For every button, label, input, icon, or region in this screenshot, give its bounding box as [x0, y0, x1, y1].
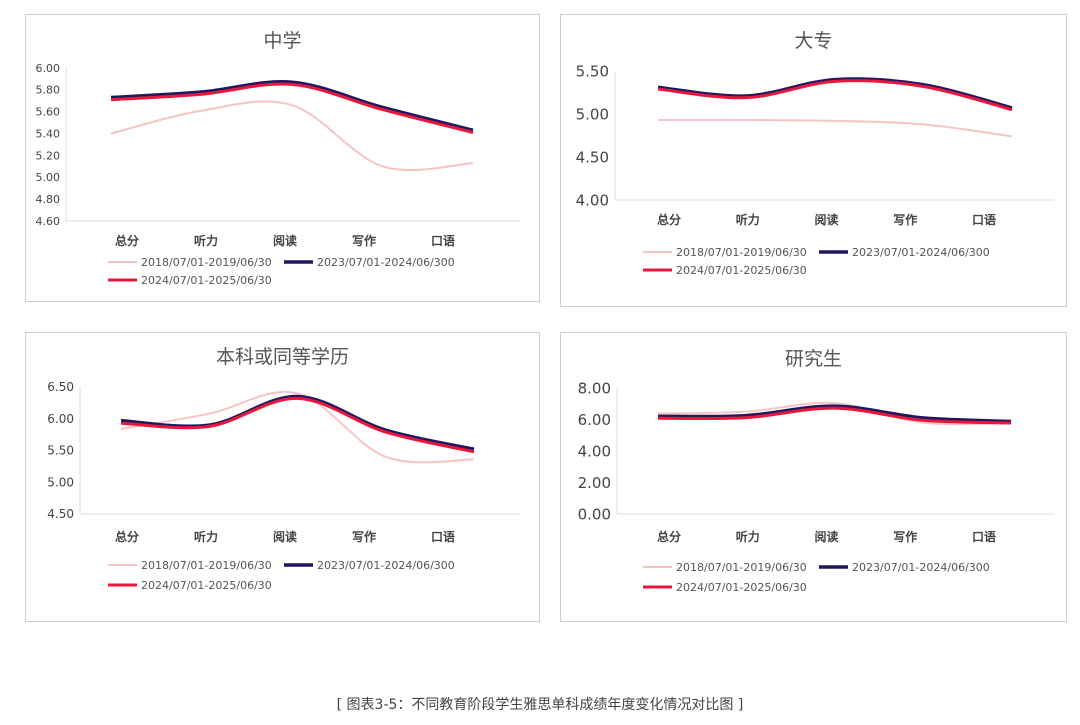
- y-tick-label: 6.00: [36, 62, 61, 75]
- y-tick-label: 6.00: [578, 411, 611, 429]
- x-tick-label: 阅读: [814, 529, 838, 544]
- legend-label: 2024/07/01-2025/06/30: [141, 274, 272, 287]
- line-chart: 大专 5.50 5.00 4.50 4.00 总分 听力 阅读 写作 口语 2018/07/01-2…: [576, 30, 1054, 277]
- legend-label: 2018/07/01-2019/06/30: [141, 559, 272, 572]
- legend-label: 2018/07/01-2019/06/30: [141, 256, 272, 269]
- y-tick-label: 4.00: [576, 191, 609, 209]
- chart-title: 研究生: [785, 348, 842, 370]
- chart-title: 中学: [263, 30, 301, 52]
- x-tick-label: 听力: [736, 212, 760, 227]
- series-line-3: [657, 79, 1013, 112]
- y-tick-label: 4.50: [576, 148, 609, 166]
- series-line-3: [120, 396, 475, 454]
- y-tick-label: 4.60: [36, 215, 61, 228]
- x-tick-label: 口语: [431, 529, 455, 544]
- figure-caption: [ 图表3-5：不同教育阶段学生雅思单科成绩年度变化情况对比图 ]: [336, 697, 744, 713]
- x-tick-label: 听力: [194, 529, 218, 544]
- legend-label: 2024/07/01-2025/06/30: [141, 579, 272, 592]
- x-tick-label: 口语: [431, 233, 455, 248]
- chart-title: 大专: [794, 30, 832, 52]
- y-tick-label: 4.00: [578, 442, 611, 460]
- series-line-3: [657, 406, 1012, 425]
- series-line-1: [110, 100, 474, 172]
- y-tick-label: 5.50: [576, 62, 609, 80]
- x-tick-label: 阅读: [273, 529, 297, 544]
- x-tick-label: 写作: [352, 529, 376, 544]
- legend-label: 2018/07/01-2019/06/30: [676, 561, 807, 574]
- y-tick-label: 5.00: [576, 105, 609, 123]
- line-chart: 中学 6.00 5.80 5.60 5.40 5.20 5.00 4.80 4.60 总分 听力 阅读…: [36, 30, 521, 287]
- x-tick-label: 总分: [657, 529, 681, 544]
- legend-label: 2023/07/01-2024/06/300: [317, 256, 455, 269]
- chart-panel-middle-school: 中学 6.00 5.80 5.60 5.40 5.20 5.00 4.80 4.60 总分 听力 阅读…: [25, 14, 540, 302]
- y-tick-label: 6.00: [47, 412, 74, 426]
- series-line-2: [657, 404, 1012, 424]
- series-line-1: [657, 401, 1012, 426]
- y-tick-label: 4.80: [36, 193, 61, 206]
- x-tick-label: 口语: [972, 212, 996, 227]
- chart-panel-postgraduate: 研究生 8.00 6.00 4.00 2.00 0.00 总分 听力 阅读 写作 口语 2018/07…: [560, 332, 1067, 622]
- y-tick-label: 5.00: [47, 475, 74, 489]
- y-tick-label: 2.00: [578, 474, 611, 492]
- y-tick-label: 6.50: [47, 380, 74, 394]
- y-tick-label: 5.40: [36, 127, 61, 140]
- y-tick-label: 8.00: [578, 379, 611, 397]
- y-tick-label: 5.50: [47, 444, 74, 458]
- legend-label: 2024/07/01-2025/06/30: [676, 581, 807, 594]
- y-tick-label: 5.20: [36, 149, 61, 162]
- line-chart: 本科或同等学历 6.50 6.00 5.50 5.00 4.50 总分 听力 阅读 写作 口语 201…: [47, 346, 521, 592]
- x-tick-label: 写作: [893, 529, 917, 544]
- x-tick-label: 听力: [736, 529, 760, 544]
- y-tick-label: 5.80: [36, 84, 61, 97]
- legend-label: 2023/07/01-2024/06/300: [852, 246, 990, 259]
- y-tick-label: 4.50: [47, 507, 74, 521]
- series-line-3: [110, 82, 474, 134]
- x-tick-label: 听力: [194, 233, 218, 248]
- legend-label: 2023/07/01-2024/06/300: [852, 561, 990, 574]
- chart-panel-bachelor: 本科或同等学历 6.50 6.00 5.50 5.00 4.50 总分 听力 阅读 写作 口语 201…: [25, 332, 540, 622]
- x-tick-label: 写作: [893, 212, 917, 227]
- x-tick-label: 总分: [115, 529, 139, 544]
- x-tick-label: 阅读: [273, 233, 297, 248]
- legend-label: 2018/07/01-2019/06/30: [676, 246, 807, 259]
- series-line-1: [657, 118, 1013, 138]
- chart-title: 本科或同等学历: [216, 346, 349, 368]
- y-tick-label: 5.00: [36, 171, 61, 184]
- x-tick-label: 总分: [115, 233, 139, 248]
- y-tick-label: 0.00: [578, 505, 611, 523]
- x-tick-label: 写作: [352, 233, 376, 248]
- line-chart: 研究生 8.00 6.00 4.00 2.00 0.00 总分 听力 阅读 写作 口语 2018/07…: [578, 348, 1054, 594]
- x-tick-label: 阅读: [814, 212, 838, 227]
- y-tick-label: 5.60: [36, 106, 61, 119]
- x-tick-label: 总分: [657, 212, 681, 227]
- legend-label: 2023/07/01-2024/06/300: [317, 559, 455, 572]
- series-line-1: [120, 391, 475, 464]
- chart-panel-junior-college: 大专 5.50 5.00 4.50 4.00 总分 听力 阅读 写作 口语 2018/07/01-2…: [560, 14, 1067, 307]
- series-line-2: [110, 80, 474, 132]
- legend-label: 2024/07/01-2025/06/30: [676, 264, 807, 277]
- x-tick-label: 口语: [972, 529, 996, 544]
- series-line-2: [657, 77, 1013, 110]
